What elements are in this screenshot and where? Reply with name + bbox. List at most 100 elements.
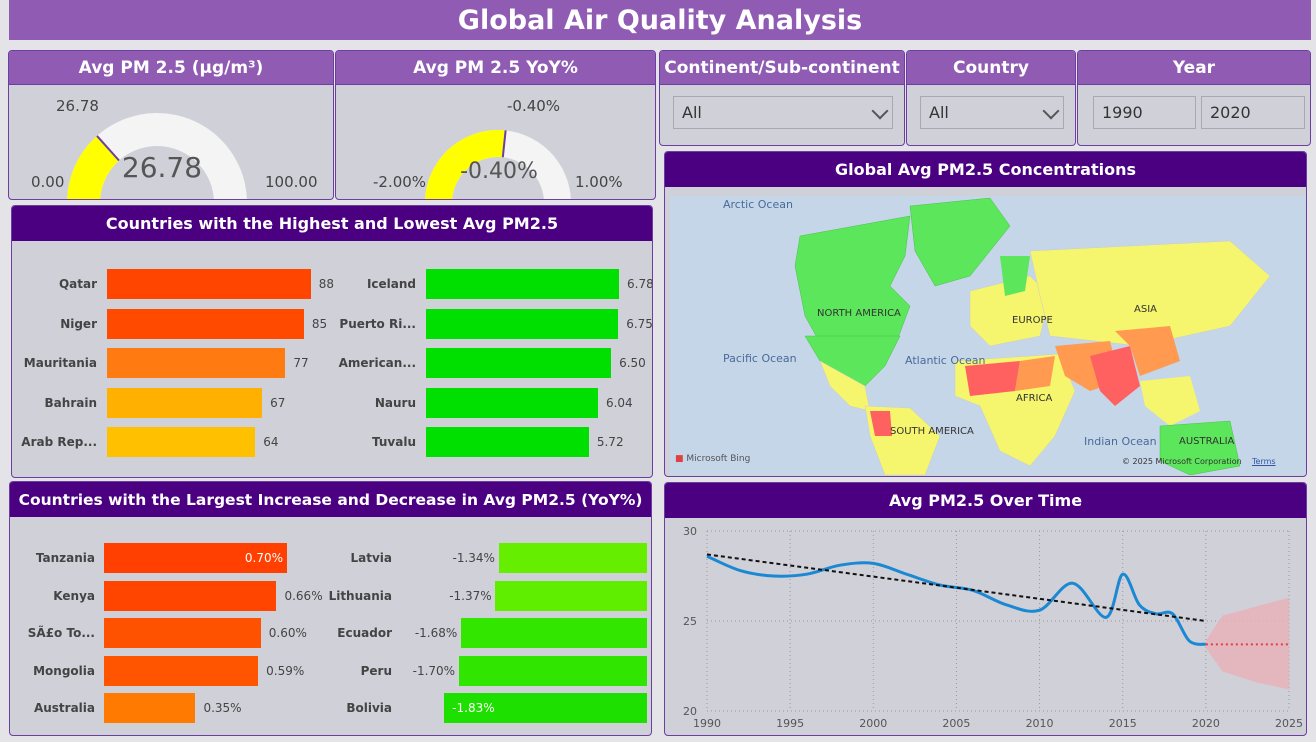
bar-value-label: 0.70% <box>244 551 284 565</box>
bar-value-label: -1.70% <box>412 663 456 678</box>
continent-dropdown[interactable]: All <box>673 96 893 129</box>
slicer-continent-title: Continent/Sub-continent <box>660 51 904 85</box>
bar[interactable] <box>495 580 647 611</box>
bar[interactable] <box>104 655 259 686</box>
map-label-europe: EUROPE <box>1012 315 1053 326</box>
bar[interactable] <box>426 348 612 378</box>
x-tick-label: 1990 <box>693 717 721 730</box>
year-to-input[interactable]: 2020 <box>1201 96 1305 129</box>
gauge-yoy-fill <box>425 130 506 199</box>
bar[interactable] <box>107 308 304 339</box>
bar-category-label: Puerto Ri... <box>339 316 416 331</box>
bar-value-label: -1.34% <box>452 551 495 565</box>
bar[interactable] <box>104 618 261 649</box>
country-dropdown[interactable]: All <box>920 96 1064 129</box>
gauge-yoy-target-marker <box>501 130 507 158</box>
x-tick-label: 2010 <box>1026 717 1054 730</box>
country-dropdown-value: All <box>929 103 949 122</box>
bar-category-label: Mauritania <box>23 356 97 370</box>
x-tick-label: 2005 <box>942 717 970 730</box>
bar[interactable] <box>426 387 598 418</box>
gauge-pm-min-label: 0.00 <box>31 173 65 191</box>
bar-value-label: 77 <box>293 356 309 370</box>
x-tick-label: 2020 <box>1192 717 1220 730</box>
x-tick-label: 1995 <box>776 717 804 730</box>
map-label-pacific: Pacific Ocean <box>723 352 797 365</box>
bar-category-label: Tuvalu <box>372 435 416 449</box>
bar-category-label: Peru <box>360 663 392 678</box>
bar-value-label: 0.35% <box>203 701 242 716</box>
bar-category-label: Ecuador <box>337 626 392 641</box>
bar[interactable] <box>498 543 647 573</box>
map-label-atlantic: Atlantic Ocean <box>905 354 986 367</box>
line-chart-card[interactable]: Avg PM2.5 Over Time 1990 1995 2000 2005 2010… <box>664 482 1307 736</box>
bar-category-label: Australia <box>33 701 95 716</box>
bar-category-label: Mongolia <box>33 663 95 678</box>
bar-value-label: 0.66% <box>284 588 323 603</box>
map-title: Global Avg PM2.5 Concentrations <box>665 152 1306 187</box>
highest-lowest-card[interactable]: Countries with the Highest and Lowest Av… <box>11 205 653 478</box>
bar-value-label: 0.60% <box>268 626 307 641</box>
world-map-shapes <box>794 197 1271 475</box>
bar-value-label: 6.78 <box>627 277 653 291</box>
bar-category-label: American... <box>338 356 416 370</box>
gauge-card-yoy[interactable]: Avg PM 2.5 YoY% -0.40% -2.00% 1.00% -0.4… <box>335 50 656 200</box>
gauge-yoy-min-label: -2.00% <box>373 173 427 191</box>
map-label-indian: Indian Ocean <box>1084 435 1157 448</box>
map-label-africa: AFRICA <box>1016 393 1053 404</box>
highest-lowest-title: Countries with the Highest and Lowest Av… <box>12 206 652 241</box>
slicer-country: Country All <box>906 50 1076 146</box>
gauge-yoy-title: Avg PM 2.5 YoY% <box>336 51 655 85</box>
bar[interactable] <box>107 387 263 418</box>
year-from-input[interactable]: 1990 <box>1093 96 1196 129</box>
y-tick-label: 30 <box>683 525 697 538</box>
gauge-pm-fill <box>67 135 120 199</box>
gauge-pm-max-label: 100.00 <box>265 173 318 191</box>
bar[interactable] <box>426 427 589 457</box>
y-tick-label: 25 <box>683 615 697 628</box>
bar[interactable] <box>460 618 647 649</box>
bar[interactable] <box>426 269 620 299</box>
x-tick-label: 2000 <box>859 717 887 730</box>
gauge-card-pm[interactable]: Avg PM 2.5 (µg/m³) 26.78 0.00 100.00 26.… <box>8 50 334 200</box>
bar-category-label: Lithuania <box>328 588 392 603</box>
increase-decrease-card[interactable]: Countries with the Largest Increase and … <box>9 481 652 736</box>
bar[interactable] <box>458 655 647 686</box>
bar-value-label: 88 <box>318 277 335 291</box>
bar[interactable] <box>107 427 256 457</box>
bar-category-label: Bahrain <box>44 395 97 410</box>
slicer-country-title: Country <box>907 51 1075 85</box>
bar[interactable] <box>104 693 196 724</box>
gauge-pm-chart <box>67 113 247 199</box>
bar-value-label: 67 <box>270 395 286 410</box>
gauge-pm-value: 26.78 <box>121 151 203 184</box>
bar[interactable] <box>104 580 277 611</box>
gauge-pm-target-marker <box>96 135 120 162</box>
gauge-pm-target-label: 26.78 <box>56 97 99 115</box>
bar-value-label: -1.83% <box>452 701 495 716</box>
map-card[interactable]: Global Avg PM2.5 Concentrations <box>664 151 1307 477</box>
slicer-year: Year 1990 2020 <box>1077 50 1311 146</box>
bing-credit: ■ Microsoft Bing <box>675 454 751 464</box>
bar-category-label: Niger <box>60 316 97 331</box>
bar-category-label: Iceland <box>366 277 416 291</box>
bar[interactable] <box>426 308 619 339</box>
chevron-down-icon <box>871 102 889 120</box>
bar-category-label: Tanzania <box>35 551 95 565</box>
gauge-pm-title: Avg PM 2.5 (µg/m³) <box>9 51 333 85</box>
x-tick-label: 2015 <box>1109 717 1137 730</box>
bar-category-label: Bolivia <box>346 701 392 716</box>
bar-value-label: 0.59% <box>266 663 305 678</box>
bar-category-label: Kenya <box>53 588 95 603</box>
bar-category-label: Nauru <box>374 395 416 410</box>
bar[interactable] <box>107 269 311 299</box>
map-terms-link[interactable]: Terms <box>1252 457 1276 466</box>
bar[interactable] <box>444 693 647 724</box>
world-map[interactable]: Arctic Ocean Pacific Ocean Atlantic Ocea… <box>670 196 1306 475</box>
bar[interactable] <box>107 348 286 378</box>
bar[interactable] <box>104 543 287 573</box>
map-label-south-america: SOUTH AMERICA <box>890 426 974 437</box>
gauge-yoy-value: -0.40% <box>460 159 538 184</box>
y-tick-label: 20 <box>683 705 697 718</box>
